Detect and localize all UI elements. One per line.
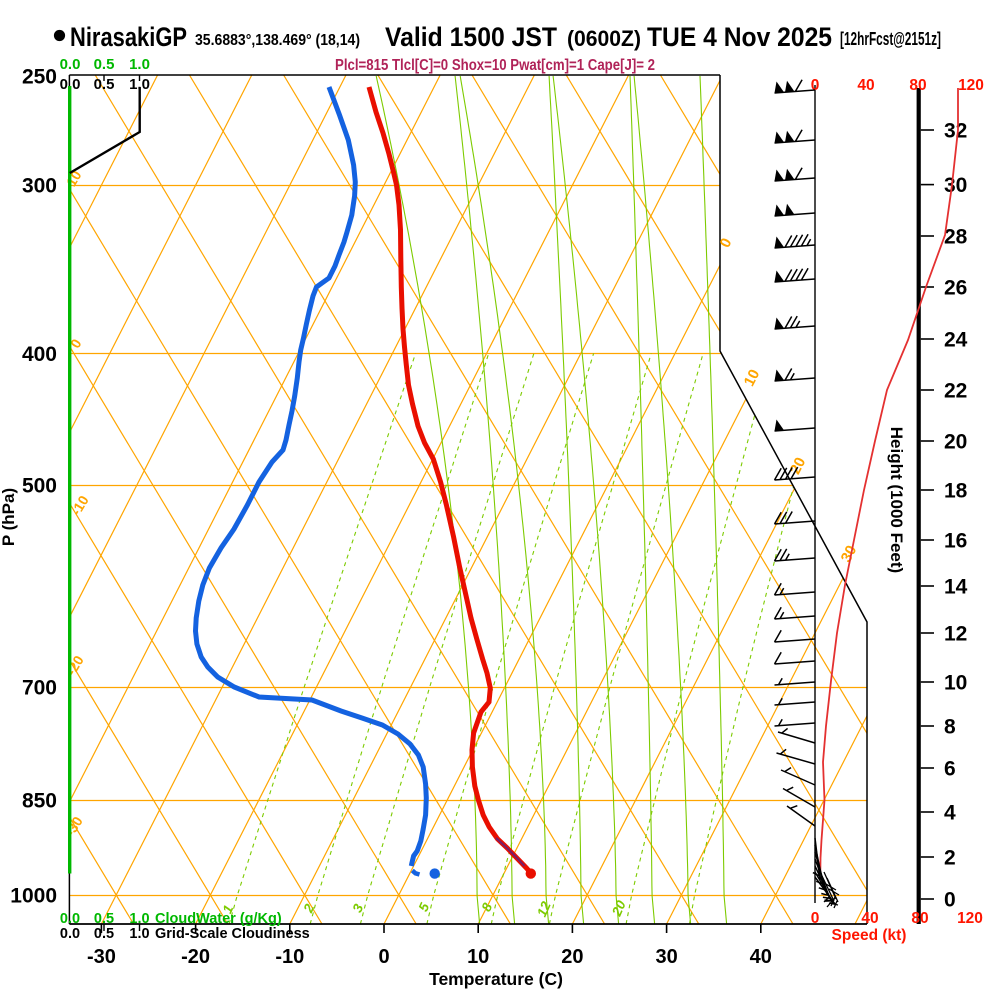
svg-text:1.0: 1.0 <box>129 76 150 93</box>
svg-text:32: 32 <box>944 120 967 143</box>
svg-text:TUE 4 Nov 2025: TUE 4 Nov 2025 <box>647 22 832 52</box>
svg-text:14: 14 <box>944 576 968 599</box>
svg-text:-20: -20 <box>181 946 210 968</box>
svg-text:400: 400 <box>22 343 57 366</box>
svg-text:35.6883°,138.469° (18,14): 35.6883°,138.469° (18,14) <box>195 32 360 49</box>
svg-text:8: 8 <box>944 716 956 739</box>
svg-text:80: 80 <box>909 77 926 94</box>
svg-text:0.0: 0.0 <box>60 911 80 927</box>
svg-text:0.5: 0.5 <box>94 911 114 927</box>
svg-text:30: 30 <box>944 174 967 197</box>
svg-text:Plcl=815 Tlcl[C]=0 Shox=10 Pwa: Plcl=815 Tlcl[C]=0 Shox=10 Pwat[cm]=1 Ca… <box>335 57 655 74</box>
svg-text:20: 20 <box>787 455 810 478</box>
svg-text:Height (1000 Feet): Height (1000 Feet) <box>887 427 906 573</box>
svg-text:4: 4 <box>944 802 956 825</box>
svg-text:12: 12 <box>944 623 967 646</box>
svg-text:10: 10 <box>944 672 967 695</box>
svg-text:20: 20 <box>944 431 967 454</box>
svg-text:10: 10 <box>741 367 764 390</box>
svg-text:1000: 1000 <box>10 885 57 908</box>
svg-text:20: 20 <box>609 898 629 919</box>
svg-text:[12hrFcst@2151z]: [12hrFcst@2151z] <box>840 29 941 49</box>
svg-text:-10: -10 <box>275 946 304 968</box>
svg-text:Grid-Scale Cloudiness: Grid-Scale Cloudiness <box>155 926 310 942</box>
svg-text:40: 40 <box>857 77 874 94</box>
svg-text:10: 10 <box>467 946 489 968</box>
svg-text:0.0: 0.0 <box>60 76 81 93</box>
svg-text:40: 40 <box>861 910 878 927</box>
svg-text:30: 30 <box>655 946 677 968</box>
svg-text:120: 120 <box>957 910 983 927</box>
svg-text:CloudWater (g/Kg): CloudWater (g/Kg) <box>155 911 282 927</box>
svg-text:2: 2 <box>944 847 956 870</box>
svg-text:1.0: 1.0 <box>129 911 149 927</box>
svg-text:0.5: 0.5 <box>94 76 115 93</box>
svg-text:24: 24 <box>944 329 968 352</box>
svg-text:Speed (kt): Speed (kt) <box>832 927 907 944</box>
svg-text:16: 16 <box>944 530 967 553</box>
svg-text:0: 0 <box>378 946 389 968</box>
svg-text:(0600Z): (0600Z) <box>567 26 641 51</box>
svg-text:500: 500 <box>22 475 57 498</box>
svg-text:0.5: 0.5 <box>94 56 115 73</box>
svg-text:1.0: 1.0 <box>129 56 150 73</box>
svg-text:12: 12 <box>534 899 554 919</box>
svg-text:0: 0 <box>944 889 956 912</box>
svg-text:0.0: 0.0 <box>60 926 80 942</box>
svg-text:700: 700 <box>22 677 57 700</box>
svg-text:P (hPa): P (hPa) <box>0 488 18 546</box>
svg-text:0.5: 0.5 <box>94 926 114 942</box>
svg-text:NirasakiGP: NirasakiGP <box>70 22 187 52</box>
svg-text:0: 0 <box>811 77 820 94</box>
svg-text:28: 28 <box>944 226 968 249</box>
svg-text:250: 250 <box>22 66 57 89</box>
svg-text:-30: -30 <box>87 946 116 968</box>
svg-text:1.0: 1.0 <box>129 926 149 942</box>
svg-text:850: 850 <box>22 790 57 813</box>
svg-text:Temperature (C): Temperature (C) <box>429 969 563 989</box>
svg-text:22: 22 <box>944 380 967 403</box>
svg-text:Valid 1500 JST: Valid 1500 JST <box>385 22 557 52</box>
svg-text:18: 18 <box>944 480 968 503</box>
svg-text:40: 40 <box>750 946 772 968</box>
svg-text:20: 20 <box>561 946 583 968</box>
svg-text:6: 6 <box>944 758 956 781</box>
svg-text:300: 300 <box>22 175 57 198</box>
svg-text:0: 0 <box>811 910 820 927</box>
svg-text:120: 120 <box>958 77 984 94</box>
svg-text:0.0: 0.0 <box>60 56 81 73</box>
svg-text:26: 26 <box>944 277 967 300</box>
svg-text:80: 80 <box>911 910 928 927</box>
svg-text:30: 30 <box>838 543 861 566</box>
